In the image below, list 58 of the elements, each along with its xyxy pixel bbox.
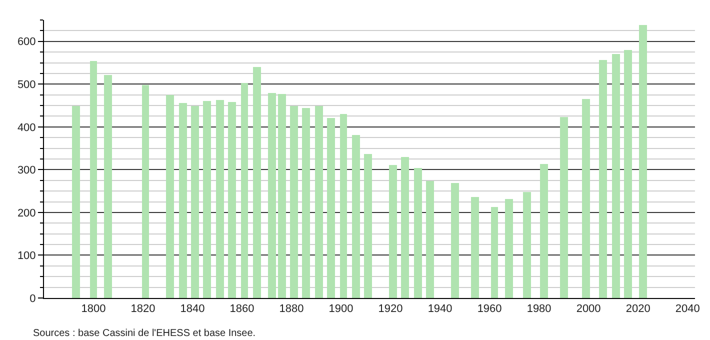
x-tick-label: 1880 [279,303,304,316]
x-tick-label: 1860 [230,303,254,316]
bar [599,60,607,298]
bar [268,93,276,298]
bar [491,207,498,298]
y-tick-label: 100 [17,250,36,262]
bar [278,94,286,298]
x-tick-label: 2020 [626,303,650,316]
bar [426,181,434,298]
source-note: Sources : base Cassini de l'EHESS et base Insee. [33,328,256,339]
bar [216,100,224,298]
bar [179,103,187,298]
y-tick-label: 200 [17,207,36,220]
bar [401,157,409,298]
bar [582,99,590,298]
bar [203,101,211,298]
x-tick-label: 1940 [428,303,452,316]
x-tick-label: 1960 [477,303,502,316]
bar [290,106,298,298]
bar [505,199,513,298]
y-tick-label: 400 [17,122,36,134]
bar [142,85,149,298]
bar [340,114,347,298]
bar [639,25,647,298]
x-tick-label: 1800 [81,303,106,316]
x-tick-label: 1900 [328,303,354,316]
x-tick-label: 1920 [378,303,403,316]
bar [72,106,80,298]
y-tick-label: 600 [17,36,36,48]
y-tick-label: 0 [30,292,36,305]
bar [352,135,360,298]
bar [471,197,479,298]
x-tick-label: 2000 [576,303,601,316]
bar [414,168,422,298]
bar [451,183,459,298]
bar [166,95,174,298]
bar [228,102,236,298]
bar [191,106,199,298]
bar [540,164,548,298]
bar [560,117,568,298]
x-tick-label: 2040 [675,303,700,316]
x-tick-label: 1840 [180,303,205,316]
x-tick-label: 1980 [526,303,552,316]
bar [241,83,248,298]
bar [523,192,531,298]
bar [104,75,112,298]
bar [90,61,97,298]
y-tick-label: 300 [17,164,36,177]
bar [389,165,397,298]
bar [612,54,620,298]
bar [624,50,632,298]
bar [364,154,372,298]
bar [253,67,261,298]
y-tick-label: 500 [17,79,36,91]
bar [315,106,323,298]
bar [327,118,335,298]
bar [302,108,310,298]
x-tick-label: 1820 [130,303,156,316]
